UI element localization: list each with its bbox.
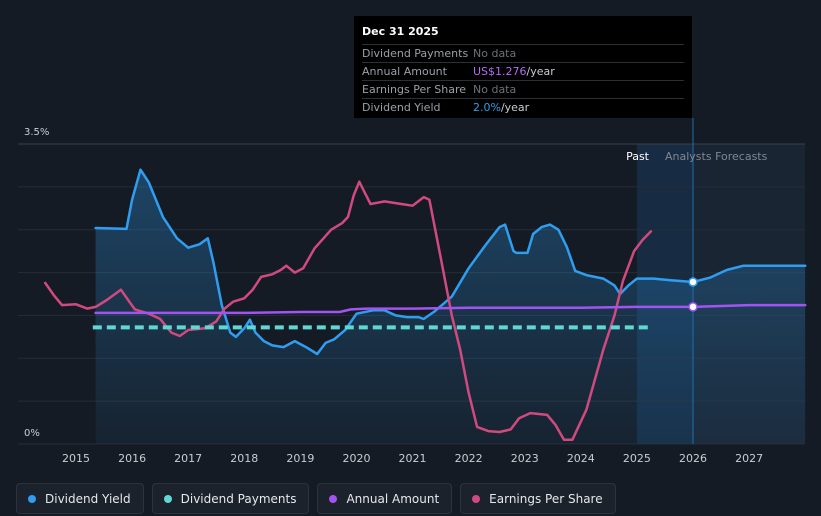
tooltip: Dec 31 2025 Dividend Payments No data An… xyxy=(354,16,692,118)
legend-dot-icon xyxy=(329,494,338,503)
x-tick-label: 2027 xyxy=(735,452,763,465)
tooltip-value: No data xyxy=(473,83,517,96)
x-tick-label: 2026 xyxy=(679,452,707,465)
y-tick-label: 0% xyxy=(24,428,40,439)
x-tick-label: 2025 xyxy=(623,452,651,465)
annual-amount-line xyxy=(94,303,807,315)
tooltip-label: Earnings Per Share xyxy=(362,83,467,96)
tooltip-label: Dividend Yield xyxy=(362,101,441,114)
tooltip-label: Dividend Payments xyxy=(362,47,469,60)
tooltip-value: No data xyxy=(473,47,517,60)
tooltip-row-earnings-per-share: Earnings Per Share No data xyxy=(362,80,684,98)
x-tick-label: 2023 xyxy=(511,452,539,465)
tooltip-unit: /year xyxy=(526,65,555,78)
hover-markers xyxy=(688,277,698,312)
series-layer xyxy=(43,168,807,444)
x-axis-labels: 2015 2016 2017 2018 2019 2020 2021 2022 2023 2024… xyxy=(62,452,763,465)
legend-label: Annual Amount xyxy=(346,491,440,506)
tooltip-label: Annual Amount xyxy=(362,65,447,78)
legend-dividend-payments[interactable]: Dividend Payments xyxy=(151,483,310,514)
legend: Dividend Yield Dividend Payments Annual … xyxy=(16,483,616,514)
x-tick-label: 2016 xyxy=(118,452,146,465)
legend-dot-icon xyxy=(163,494,172,503)
legend-label: Dividend Yield xyxy=(45,491,131,506)
x-tick-label: 2021 xyxy=(399,452,427,465)
x-tick-label: 2022 xyxy=(455,452,483,465)
tooltip-date: Dec 31 2025 xyxy=(362,25,439,38)
tooltip-row-dividend-yield: Dividend Yield 2.0%/year xyxy=(362,98,684,116)
x-tick-label: 2019 xyxy=(286,452,314,465)
y-tick-label: 3.5% xyxy=(24,127,49,138)
x-tick-label: 2020 xyxy=(342,452,370,465)
legend-label: Earnings Per Share xyxy=(489,491,603,506)
legend-dividend-yield[interactable]: Dividend Yield xyxy=(16,483,144,514)
tooltip-unit: /year xyxy=(500,101,530,114)
legend-label: Dividend Payments xyxy=(180,491,297,506)
analysts-forecasts-label: Analysts Forecasts xyxy=(665,150,768,163)
y-axis-labels: 0% 3.5% xyxy=(24,127,49,439)
tooltip-value: 2.0% xyxy=(473,101,501,114)
legend-earnings-per-share[interactable]: Earnings Per Share xyxy=(460,483,616,514)
legend-dot-icon xyxy=(28,494,36,503)
annual-amount-marker xyxy=(688,302,698,312)
legend-annual-amount[interactable]: Annual Amount xyxy=(317,483,453,514)
tooltip-row-annual-amount: Annual Amount US$1.276/year xyxy=(362,62,684,80)
past-label: Past xyxy=(626,150,650,163)
x-tick-label: 2018 xyxy=(230,452,258,465)
tooltip-row-dividend-payments: Dividend Payments No data xyxy=(362,44,684,62)
x-tick-label: 2017 xyxy=(174,452,202,465)
legend-dot-icon xyxy=(472,494,481,503)
x-tick-label: 2024 xyxy=(567,452,595,465)
dividend-yield-marker xyxy=(688,277,698,287)
x-tick-label: 2015 xyxy=(62,452,90,465)
tooltip-value: US$1.276 xyxy=(473,65,527,78)
